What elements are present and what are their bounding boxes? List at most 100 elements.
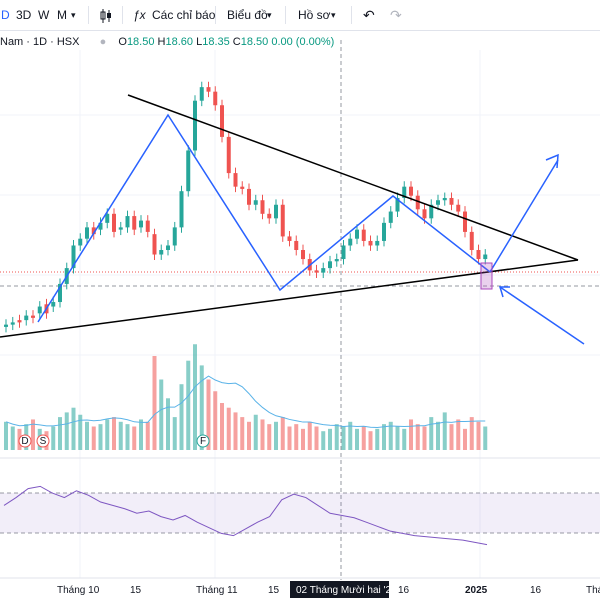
candle-body[interactable] [24, 315, 29, 321]
candle-body[interactable] [375, 240, 380, 246]
candle-body[interactable] [402, 186, 407, 198]
candle-body[interactable] [334, 259, 339, 262]
candle-body[interactable] [172, 227, 177, 246]
triangle-lower-line[interactable] [0, 259, 579, 338]
profile-chevron-down-icon[interactable]: ▾ [331, 10, 336, 20]
chart-type-chevron-down-icon[interactable]: ▾ [267, 10, 272, 20]
candle-body[interactable] [321, 268, 326, 273]
redo-icon[interactable]: ↷ [390, 7, 402, 23]
candle-body[interactable] [253, 200, 258, 205]
candle-body[interactable] [328, 261, 332, 269]
candle-body[interactable] [10, 322, 15, 325]
candle-body[interactable] [145, 220, 150, 232]
candle-body[interactable] [449, 197, 454, 205]
candle-body[interactable] [469, 231, 474, 250]
candle-body[interactable] [456, 204, 461, 212]
candle-body[interactable] [274, 204, 278, 219]
candle-body[interactable] [226, 136, 231, 174]
candle-body[interactable] [112, 213, 116, 232]
candle-body[interactable] [361, 229, 366, 241]
candle-body[interactable] [179, 191, 184, 228]
dividend-marker[interactable] [18, 434, 32, 448]
candle-body[interactable] [37, 306, 42, 314]
candle-body[interactable] [186, 150, 191, 192]
indicators-button[interactable]: Các chỉ báo [152, 8, 216, 22]
candle-body[interactable] [409, 186, 413, 196]
symbol-title[interactable]: Nam · 1D · HSX [0, 36, 80, 48]
candle-body[interactable] [382, 222, 386, 241]
candle-body[interactable] [159, 250, 164, 255]
candle-body[interactable] [341, 245, 346, 260]
timeframe-3d[interactable]: 3D [16, 8, 32, 22]
volume-bar [469, 417, 474, 450]
candle-body[interactable] [166, 245, 170, 250]
chart-type-button[interactable]: Biểu đồ [227, 8, 268, 22]
candle-body[interactable] [4, 324, 8, 327]
financials-marker-label: F [200, 436, 206, 447]
candle-body[interactable] [51, 302, 56, 307]
candle-body[interactable] [199, 87, 204, 101]
candle-body[interactable] [91, 227, 96, 235]
candle-body[interactable] [280, 204, 285, 237]
trend-wave-path[interactable] [37, 113, 491, 323]
split-marker[interactable] [36, 434, 50, 448]
candle-body[interactable] [294, 240, 299, 250]
candle-body[interactable] [395, 197, 400, 212]
candle-body[interactable] [436, 200, 440, 205]
candle-body[interactable] [240, 186, 245, 189]
candle-body[interactable] [355, 229, 359, 239]
candle-body[interactable] [429, 204, 434, 219]
triangle-upper-line[interactable] [127, 94, 579, 261]
candle-body[interactable] [105, 213, 110, 223]
timeframe-1d[interactable]: D [1, 8, 10, 22]
candlestick-icon[interactable] [100, 0, 112, 30]
candle-body[interactable] [220, 105, 224, 137]
breakout-arrow[interactable] [489, 159, 559, 273]
candle-body[interactable] [388, 211, 393, 223]
candle-body[interactable] [132, 216, 137, 230]
timeframe-month[interactable]: M [57, 8, 67, 22]
candle-body[interactable] [213, 91, 218, 106]
candle-body[interactable] [118, 227, 123, 230]
pointer-arrow[interactable] [499, 286, 585, 345]
undo-icon[interactable]: ↶ [363, 7, 375, 23]
candle-body[interactable] [78, 238, 83, 246]
candle-body[interactable] [422, 209, 427, 219]
candle-body[interactable] [233, 173, 238, 187]
candle-body[interactable] [247, 188, 251, 205]
candle-body[interactable] [85, 227, 89, 239]
candle-body[interactable] [476, 250, 481, 260]
candle-body[interactable] [206, 87, 211, 92]
candle-body[interactable] [314, 270, 319, 273]
candle-body[interactable] [301, 250, 305, 260]
profile-button[interactable]: Hồ sơ [298, 8, 331, 22]
candle-body[interactable] [152, 234, 157, 255]
candle-body[interactable] [98, 222, 103, 230]
candle-body[interactable] [193, 100, 197, 151]
timeframe-dropdown-icon[interactable]: ▾ [71, 10, 76, 20]
candle-body[interactable] [260, 200, 265, 214]
x-label-thang10: Tháng 10 [57, 585, 100, 596]
financials-marker[interactable] [196, 434, 210, 448]
candle-body[interactable] [483, 254, 488, 260]
candle-body[interactable] [442, 197, 447, 201]
highlight-box[interactable] [480, 262, 493, 290]
candle-body[interactable] [125, 216, 130, 228]
candle-body[interactable] [31, 315, 35, 318]
x-label-thang11: Tháng 11 [196, 585, 238, 596]
candle-body[interactable] [368, 240, 373, 246]
candle-body[interactable] [287, 236, 292, 241]
candle-body[interactable] [17, 320, 22, 323]
open-value: 18.50 [126, 36, 155, 48]
candle-body[interactable] [71, 245, 76, 269]
candle-body[interactable] [463, 211, 467, 232]
candle-body[interactable] [415, 195, 420, 210]
candle-body[interactable] [267, 213, 272, 219]
timeframe-week[interactable]: W [38, 8, 50, 22]
candle-body[interactable] [348, 238, 353, 246]
volume-bar [382, 424, 386, 450]
indicators-fx-icon[interactable]: ƒx [133, 8, 146, 22]
candle-body[interactable] [58, 283, 62, 303]
candle-body[interactable] [139, 220, 143, 228]
